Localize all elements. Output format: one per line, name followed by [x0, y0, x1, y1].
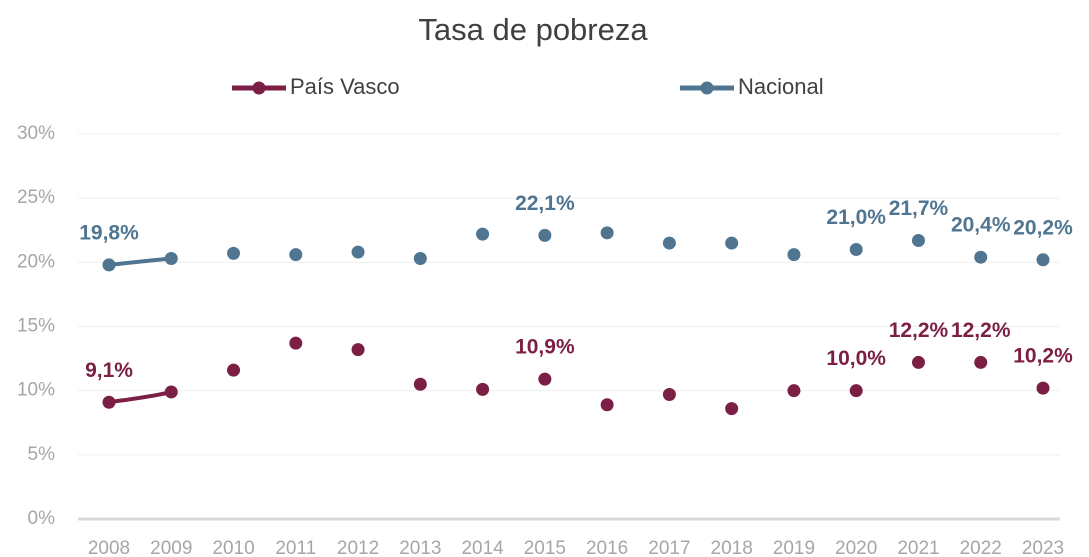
data-label: 9,1%: [85, 359, 133, 382]
x-tick-label: 2023: [1022, 538, 1064, 557]
data-point: [413, 251, 427, 265]
series-line: [108, 256, 172, 267]
data-point: [476, 227, 490, 241]
legend-label: País Vasco: [290, 74, 400, 99]
x-tick-label: 2010: [212, 538, 254, 557]
y-tick-label: 15%: [17, 316, 55, 337]
data-point: [476, 382, 490, 396]
legend-marker: [252, 81, 266, 95]
data-point: [662, 236, 676, 250]
y-tick-label: 30%: [17, 123, 55, 144]
data-point: [102, 395, 116, 409]
x-tick-label: 2014: [461, 538, 504, 557]
data-label: 21,7%: [889, 197, 949, 220]
data-point: [1036, 381, 1050, 395]
data-label: 12,2%: [889, 319, 949, 342]
data-point: [289, 336, 303, 350]
data-label: 22,1%: [515, 192, 575, 215]
x-tick-label: 2015: [524, 538, 566, 557]
x-tick-label: 2017: [648, 538, 690, 557]
data-point: [102, 258, 116, 272]
data-point: [974, 355, 988, 369]
x-tick-label: 2013: [399, 538, 441, 557]
x-tick-label: 2018: [711, 538, 753, 557]
data-point: [413, 377, 427, 391]
data-point: [787, 384, 801, 398]
data-label: 12,2%: [951, 319, 1011, 342]
y-tick-label: 10%: [17, 380, 55, 401]
y-tick-label: 5%: [28, 444, 56, 465]
data-point: [725, 402, 739, 416]
data-point: [227, 246, 241, 260]
x-tick-label: 2009: [150, 538, 192, 557]
data-label: 10,2%: [1013, 345, 1073, 368]
x-tick-label: 2021: [897, 538, 939, 557]
data-point: [849, 384, 863, 398]
series-line: [108, 390, 172, 405]
data-point: [911, 355, 925, 369]
chart-title: Tasa de pobreza: [418, 12, 648, 47]
legend-marker: [700, 81, 714, 95]
data-point: [725, 236, 739, 250]
data-point: [1036, 253, 1050, 267]
data-point: [538, 228, 552, 242]
data-point: [662, 388, 676, 402]
x-tick-label: 2012: [337, 538, 379, 557]
data-point: [974, 250, 988, 264]
y-tick-label: 25%: [17, 187, 55, 208]
x-tick-label: 2011: [275, 538, 316, 557]
data-point: [164, 251, 178, 265]
data-label: 10,9%: [515, 336, 575, 359]
data-point: [600, 398, 614, 412]
data-label: 20,2%: [1013, 216, 1073, 239]
data-point: [911, 234, 925, 248]
x-tick-label: 2019: [773, 538, 815, 557]
data-label: 20,4%: [951, 214, 1011, 237]
x-tick-label: 2022: [960, 538, 1002, 557]
x-tick-label: 2008: [88, 538, 130, 557]
data-point: [600, 226, 614, 240]
x-tick-label: 2016: [586, 538, 628, 557]
data-point: [289, 248, 303, 262]
data-label: 10,0%: [826, 347, 886, 370]
data-point: [351, 245, 365, 259]
y-tick-label: 20%: [17, 251, 55, 272]
legend-label: Nacional: [738, 74, 824, 99]
y-tick-label: 0%: [28, 508, 56, 529]
data-point: [164, 385, 178, 399]
data-label: 19,8%: [79, 221, 139, 244]
data-point: [849, 243, 863, 256]
data-point: [787, 248, 801, 262]
data-point: [227, 363, 241, 377]
x-tick-label: 2020: [835, 538, 877, 557]
data-point: [538, 372, 552, 386]
data-point: [351, 343, 365, 357]
data-label: 21,0%: [826, 206, 886, 229]
